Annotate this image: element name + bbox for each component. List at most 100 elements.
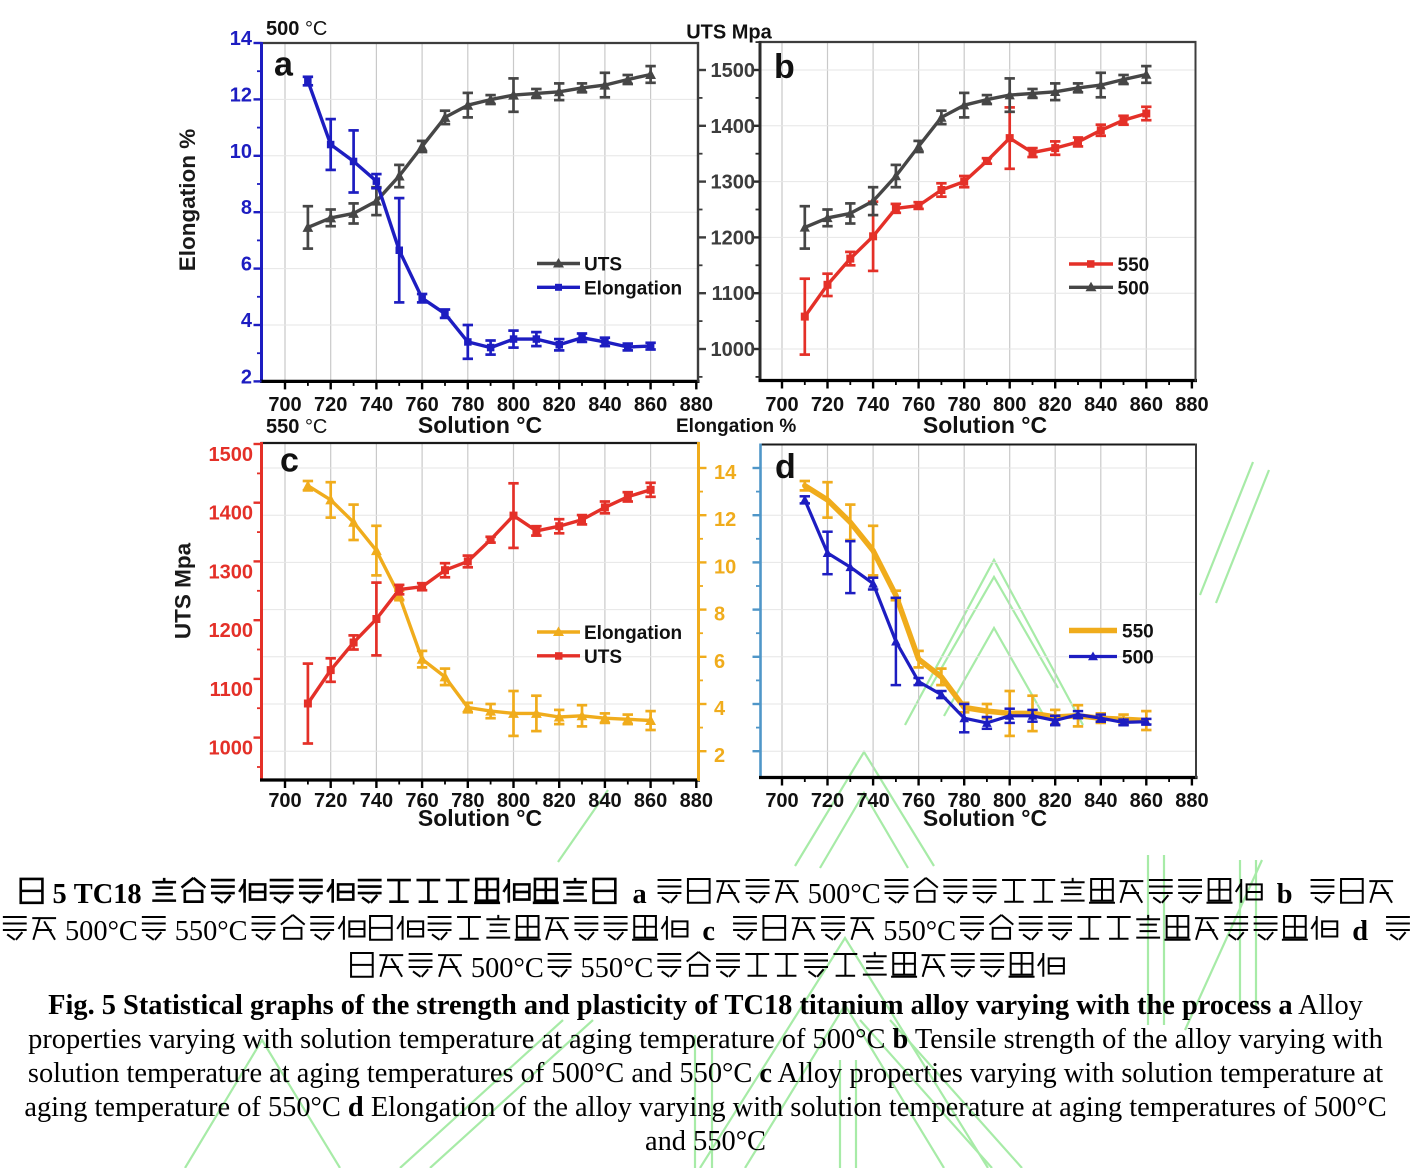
svg-text:550°C: 550°C (876, 916, 956, 947)
svg-text:760: 760 (902, 790, 935, 812)
svg-text:1100: 1100 (712, 283, 755, 305)
svg-text:UTS: UTS (584, 255, 622, 276)
svg-text:d: d (1345, 916, 1368, 947)
svg-text:14: 14 (230, 28, 253, 50)
svg-text:800: 800 (993, 394, 1026, 416)
svg-text:500°C: 500°C (801, 879, 881, 910)
svg-text:10: 10 (230, 141, 252, 163)
svg-text:840: 840 (588, 394, 621, 416)
svg-text:860: 860 (634, 394, 667, 416)
svg-text:760: 760 (405, 394, 438, 416)
svg-text:720: 720 (811, 394, 844, 416)
svg-text:860: 860 (1130, 394, 1163, 416)
svg-text:800: 800 (993, 790, 1026, 812)
svg-text:740: 740 (360, 790, 393, 812)
svg-text:14: 14 (714, 462, 737, 484)
svg-text:820: 820 (1039, 394, 1072, 416)
svg-text:880: 880 (1175, 394, 1208, 416)
svg-text:1500: 1500 (711, 60, 756, 82)
svg-text:720: 720 (314, 394, 347, 416)
svg-text:760: 760 (405, 790, 438, 812)
svg-text:b: b (1270, 879, 1293, 910)
svg-text:840: 840 (1084, 394, 1117, 416)
svg-text:4: 4 (714, 698, 726, 720)
svg-text:a: a (274, 46, 294, 84)
svg-text:500°C: 500°C (58, 916, 138, 947)
svg-text:720: 720 (811, 790, 844, 812)
svg-text:UTS Mpa: UTS Mpa (686, 22, 772, 44)
svg-text:800: 800 (497, 394, 530, 416)
svg-text:1400: 1400 (711, 116, 756, 138)
svg-text:760: 760 (902, 394, 935, 416)
svg-text:820: 820 (1039, 790, 1072, 812)
svg-text:2: 2 (241, 366, 252, 388)
svg-text:840: 840 (1084, 790, 1117, 812)
svg-text:2: 2 (714, 745, 725, 767)
svg-text:aging temperature of 550°C d E: aging temperature of 550°C d Elongation … (24, 1092, 1386, 1123)
svg-text:1200: 1200 (209, 620, 254, 642)
svg-text:10: 10 (714, 556, 736, 578)
svg-text:700: 700 (268, 790, 301, 812)
svg-text:780: 780 (948, 790, 981, 812)
svg-text:6: 6 (714, 651, 725, 673)
svg-text:12: 12 (714, 509, 736, 531)
svg-text:880: 880 (680, 790, 713, 812)
svg-text:500: 500 (1122, 648, 1154, 669)
svg-text:Solution °C: Solution °C (923, 805, 1047, 831)
svg-text:550: 550 (1118, 255, 1150, 276)
svg-text:UTS: UTS (584, 647, 622, 668)
svg-text:820: 820 (543, 394, 576, 416)
svg-text:700: 700 (765, 394, 798, 416)
svg-text:Elongation: Elongation (584, 278, 682, 299)
svg-text:1400: 1400 (209, 503, 254, 525)
svg-text:1100: 1100 (210, 679, 253, 701)
svg-text:780: 780 (451, 790, 484, 812)
svg-text:b: b (774, 48, 795, 86)
svg-text:6: 6 (241, 254, 252, 276)
svg-text:Solution °C: Solution °C (418, 412, 542, 438)
svg-text:Elongation %: Elongation % (676, 416, 796, 437)
svg-text:840: 840 (588, 790, 621, 812)
svg-text:700: 700 (268, 394, 301, 416)
svg-text:Solution °C: Solution °C (418, 805, 542, 831)
svg-text:a: a (618, 879, 646, 910)
svg-text:500 °C: 500 °C (266, 18, 327, 40)
svg-text:550°C: 550°C (168, 916, 248, 947)
svg-text:1300: 1300 (711, 172, 756, 194)
svg-text:1000: 1000 (209, 738, 254, 760)
svg-text:500: 500 (1118, 278, 1150, 299)
svg-text:Elongation: Elongation (584, 623, 682, 644)
svg-text:550: 550 (1122, 622, 1154, 643)
svg-text:550°C: 550°C (573, 953, 653, 984)
svg-text:500°C: 500°C (464, 953, 544, 984)
svg-text:740: 740 (360, 394, 393, 416)
svg-text:740: 740 (856, 394, 889, 416)
svg-text:700: 700 (765, 790, 798, 812)
svg-text:880: 880 (680, 394, 713, 416)
svg-text:1200: 1200 (711, 227, 756, 249)
svg-text:c: c (695, 916, 715, 947)
svg-text:740: 740 (856, 790, 889, 812)
svg-text:d: d (775, 448, 796, 486)
svg-text:860: 860 (634, 790, 667, 812)
svg-text:800: 800 (497, 790, 530, 812)
svg-text:Fig. 5 Statistical graphs of t: Fig. 5 Statistical graphs of the strengt… (48, 990, 1364, 1021)
svg-text:properties varying with soluti: properties varying with solution tempera… (28, 1024, 1383, 1055)
svg-text:780: 780 (451, 394, 484, 416)
svg-text:550 °C: 550 °C (266, 416, 327, 438)
svg-text:Elongation %: Elongation % (175, 129, 200, 272)
svg-text:720: 720 (314, 790, 347, 812)
svg-text:8: 8 (714, 604, 725, 626)
svg-text:820: 820 (543, 790, 576, 812)
svg-text:and 550°C: and 550°C (645, 1126, 766, 1157)
svg-text:1500: 1500 (209, 444, 254, 466)
svg-text:5 TC18: 5 TC18 (45, 879, 148, 910)
svg-text:4: 4 (241, 310, 253, 332)
svg-text:12: 12 (230, 84, 252, 106)
svg-text:780: 780 (948, 394, 981, 416)
svg-text:8: 8 (241, 197, 252, 219)
svg-text:1300: 1300 (209, 561, 254, 583)
svg-text:1000: 1000 (711, 339, 756, 361)
svg-text:Solution °C: Solution °C (923, 412, 1047, 438)
svg-text:c: c (280, 442, 299, 480)
